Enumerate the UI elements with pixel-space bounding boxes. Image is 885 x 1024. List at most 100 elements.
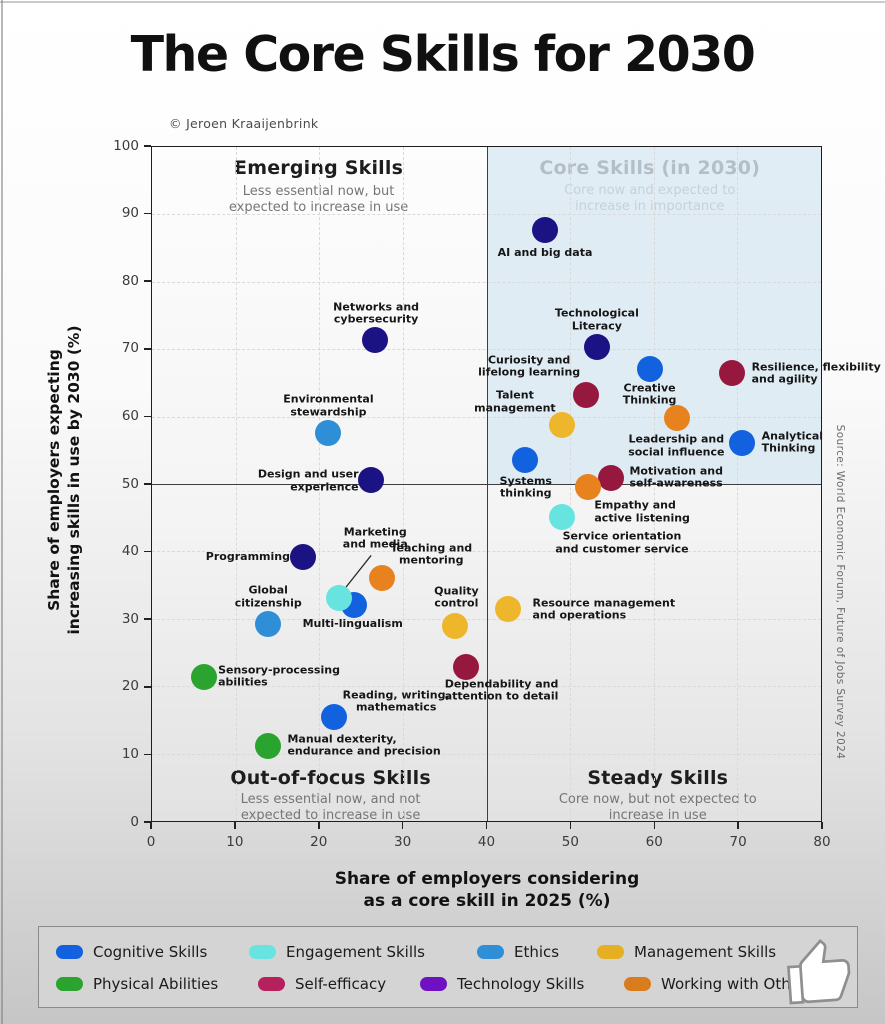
y-tick-label: 60 (121, 407, 139, 424)
x-tick-label: 80 (813, 834, 831, 850)
y-tick-mark (144, 753, 151, 756)
quadrant-subtitle-steady: Core now, but not expected to increase i… (558, 791, 757, 823)
legend-item-engagement: Engagement Skills (249, 943, 425, 961)
y-tick-mark (144, 821, 151, 823)
point-label: Resource management and operations (532, 596, 676, 623)
legend-label-working: Working with Others (661, 975, 814, 993)
legend-swatch-cognitive (56, 945, 83, 959)
y-tick-mark (144, 618, 151, 620)
point-label: Environmental stewardship (283, 393, 374, 419)
y-tick-label: 30 (121, 610, 139, 627)
legend-swatch-ethics (477, 945, 504, 959)
point-label: Dependability and attention to detail (444, 677, 559, 703)
point-dot-cognitive (729, 429, 756, 456)
point-dot-technology (583, 333, 610, 360)
point-dot-working (368, 564, 395, 591)
point-label: Systems thinking (499, 474, 552, 501)
chart-title: The Core Skills for 2030 (130, 26, 756, 83)
legend-swatch-engagement (249, 945, 276, 959)
y-axis-title: Share of employers expecting increasing … (44, 325, 83, 635)
legend-swatch-physical (56, 977, 83, 991)
legend-label-technology: Technology Skills (457, 975, 585, 993)
point-label: Technological Literacy (554, 306, 639, 333)
point-dot-self_efficacy (598, 464, 625, 491)
legend-label-self_efficacy: Self-efficacy (295, 975, 387, 993)
legend-label-ethics: Ethics (514, 943, 560, 961)
legend-item-physical: Physical Abilities (56, 975, 218, 993)
point-label: Programming (205, 549, 290, 563)
legend-label-engagement: Engagement Skills (286, 943, 425, 961)
y-tick-mark (144, 686, 151, 688)
y-tick-label: 50 (121, 475, 139, 492)
point-dot-technology (532, 216, 559, 243)
legend-label-physical: Physical Abilities (93, 975, 219, 993)
point-label: Design and user experience (257, 467, 359, 494)
thumbs-up-cursor-icon (787, 938, 851, 1005)
point-dot-technology (290, 544, 317, 571)
point-dot-working (664, 404, 691, 431)
y-tick-mark (144, 280, 151, 282)
point-label: Reading, writing, mathematics (342, 688, 450, 714)
legend-label-cognitive: Cognitive Skills (93, 943, 208, 961)
x-tick-label: 40 (477, 834, 496, 850)
point-label: Motivation and self-awareness (629, 464, 723, 490)
y-tick-mark (144, 348, 151, 350)
y-tick-mark (144, 212, 151, 215)
point-label: Networks and cybersecurity (333, 300, 420, 327)
legend-label-management: Management Skills (634, 943, 777, 961)
point-dot-management (495, 595, 522, 622)
y-tick-label: 80 (121, 272, 139, 289)
point-dot-engagement (548, 504, 575, 531)
x-tick-mark (318, 822, 320, 829)
point-label: Quality control (434, 584, 479, 610)
x-tick-label: 0 (146, 834, 156, 850)
point-dot-ethics (315, 420, 342, 447)
y-tick-label: 70 (121, 340, 139, 357)
point-label: Resilience, flexibility and agility (751, 360, 881, 387)
point-label: Empathy and active listening (594, 498, 690, 525)
x-tick-mark (234, 822, 236, 829)
quadrant-subtitle-out-of-focus: Less essential now, and not expected to … (240, 791, 421, 823)
point-label: Analytical Thinking (761, 429, 824, 455)
quadrant-divider-horizontal (152, 484, 821, 486)
quadrant-title-out-of-focus: Out-of-focus Skills (230, 767, 431, 789)
x-tick-mark (401, 822, 404, 829)
x-tick-mark (485, 822, 488, 829)
y-tick-label: 10 (121, 745, 139, 762)
x-tick-mark (653, 822, 655, 829)
x-tick-label: 70 (729, 834, 747, 850)
point-dot-ethics (255, 610, 282, 637)
point-dot-management (441, 612, 468, 639)
x-tick-label: 10 (226, 834, 244, 850)
x-tick-label: 50 (561, 834, 579, 850)
legend-item-ethics: Ethics (477, 943, 559, 961)
label-connector-line (345, 555, 372, 588)
y-tick-mark (144, 415, 151, 418)
plot-area: Emerging Skills Less essential now, but … (151, 146, 881, 823)
quadrant-title-steady: Steady Skills (587, 767, 729, 789)
x-tick-label: 30 (394, 834, 412, 850)
point-label: Talent management (474, 389, 556, 415)
legend: Cognitive Skills Engagement Skills Ethics M… (38, 926, 858, 1008)
copyright-note: © Jeroen Kraaijenbrink (169, 116, 319, 131)
point-dot-self_efficacy (453, 653, 480, 680)
y-tick-label: 40 (121, 543, 139, 560)
point-label: Teaching and mentoring (390, 541, 473, 567)
legend-swatch-working (624, 977, 651, 991)
point-dot-cognitive (636, 356, 663, 383)
point-label: AI and big data (497, 246, 593, 260)
top-edge-line (0, 1, 885, 3)
y-tick-mark (144, 550, 151, 553)
point-label: Curiosity and lifelong learning (478, 353, 581, 379)
point-dot-self_efficacy (573, 382, 599, 409)
legend-item-cognitive: Cognitive Skills (56, 943, 207, 961)
point-label: Leadership and social influence (628, 432, 725, 459)
x-axis-title: Share of employers considering as a core… (334, 869, 640, 912)
legend-item-self_efficacy: Self-efficacy (258, 975, 386, 993)
y-tick-label: 100 (113, 137, 139, 154)
point-label: Service orientation and customer service (555, 529, 689, 556)
point-label: Multi-lingualism (302, 617, 403, 631)
point-dot-technology (358, 466, 385, 493)
point-dot-cognitive (321, 704, 348, 731)
